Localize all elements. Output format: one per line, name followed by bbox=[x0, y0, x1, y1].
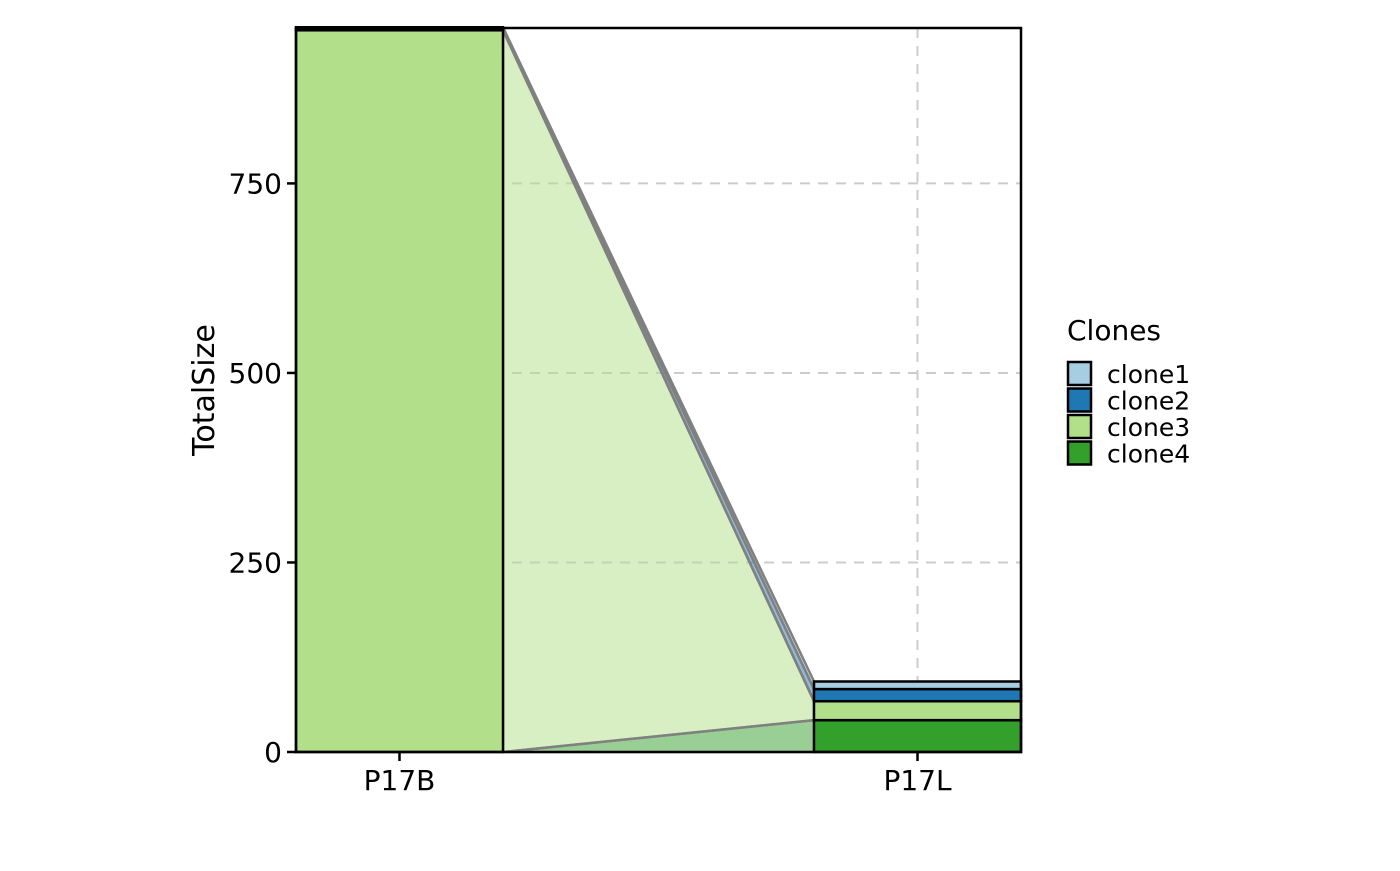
y-tick-label: 0 bbox=[264, 736, 282, 769]
legend-key-clone4 bbox=[1066, 440, 1093, 466]
y-tick-label: 250 bbox=[229, 546, 282, 579]
x-tick-label: P17L bbox=[883, 764, 952, 797]
legend-key-clone2 bbox=[1066, 387, 1093, 413]
axis-layer: 0 250 500 750 P17B P17L bbox=[229, 167, 952, 797]
bar-P17L-clone1 bbox=[812, 680, 1023, 691]
legend-key-clone3 bbox=[1066, 413, 1093, 440]
legend-label-clone3: clone3 bbox=[1107, 413, 1190, 442]
plot-border bbox=[294, 26, 1023, 754]
bar-P17B-clone3 bbox=[294, 29, 505, 754]
flow-layer bbox=[501, 26, 816, 754]
bar-P17L-clone2 bbox=[812, 687, 1023, 703]
legend-key-clone1 bbox=[1066, 360, 1093, 387]
legend-label-clone2: clone2 bbox=[1107, 387, 1190, 416]
legend-label-clone1: clone1 bbox=[1107, 360, 1190, 389]
y-axis-title: TotalSize bbox=[187, 324, 222, 457]
x-tick-label: P17B bbox=[364, 764, 436, 797]
y-tick-label: 500 bbox=[229, 357, 282, 390]
y-tick-label: 750 bbox=[229, 167, 282, 200]
legend-title: Clones bbox=[1067, 314, 1161, 347]
flow-clone3 bbox=[501, 29, 816, 754]
legend-label-clone4: clone4 bbox=[1107, 440, 1190, 469]
bar-P17L-clone4 bbox=[812, 718, 1023, 754]
bar-P17L-clone3 bbox=[812, 699, 1023, 722]
